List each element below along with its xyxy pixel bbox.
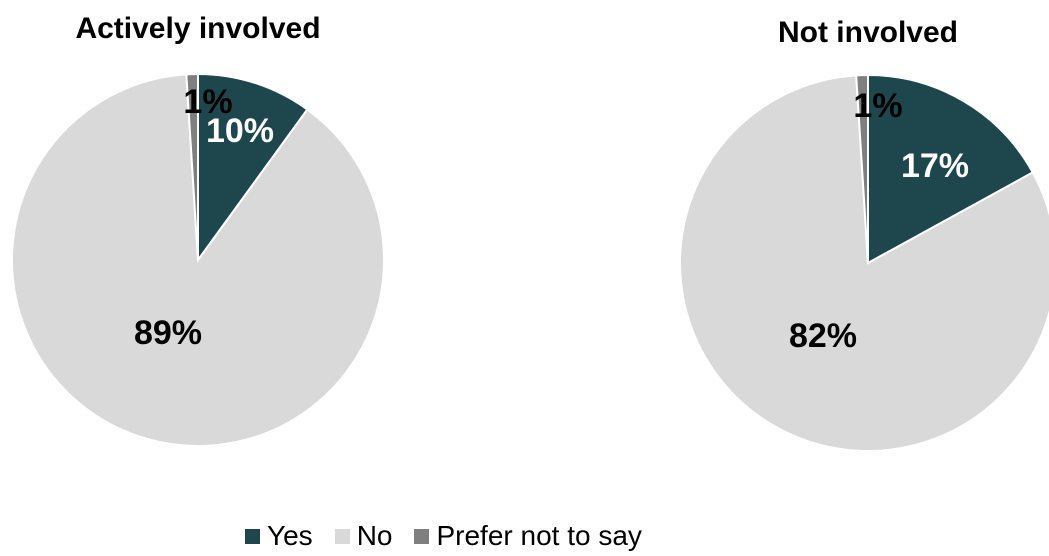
data-label-no: 89% <box>134 314 202 352</box>
pie-chart-1: Actively involved 10% 89% 1% <box>11 12 385 447</box>
pie-slice-yes <box>197 72 309 264</box>
pie-slice-yes <box>867 73 1035 265</box>
legend-item-prefer-not-to-say: Prefer not to say <box>414 520 642 552</box>
legend-swatch-prefer-not-to-say <box>414 528 430 544</box>
pie-slice-prefer-not-to-say <box>855 73 869 264</box>
legend-swatch-no <box>334 528 350 544</box>
pie-slice-prefer-not-to-say <box>185 72 199 261</box>
chart-title: Actively involved <box>75 12 320 45</box>
legend-item-yes: Yes <box>245 520 313 552</box>
legend-label-no: No <box>356 520 393 551</box>
legend-label-yes: Yes <box>267 520 313 551</box>
chart-title: Not involved <box>778 16 958 49</box>
data-label-prefer-not-to-say: 1% <box>853 87 902 125</box>
legend-item-no: No <box>334 520 393 552</box>
data-label-yes: 10% <box>206 112 274 150</box>
legend-label-prefer-not-to-say: Prefer not to say <box>436 520 642 551</box>
pie-chart-2: Not involved 17% 82% 1% <box>679 16 1049 452</box>
data-label-no: 82% <box>789 317 857 355</box>
pie-slice-no <box>11 73 385 447</box>
data-label-prefer-not-to-say: 1% <box>183 83 232 121</box>
legend: Yes No Prefer not to say <box>245 520 642 552</box>
legend-swatch-yes <box>245 528 260 544</box>
data-label-yes: 17% <box>901 147 969 185</box>
